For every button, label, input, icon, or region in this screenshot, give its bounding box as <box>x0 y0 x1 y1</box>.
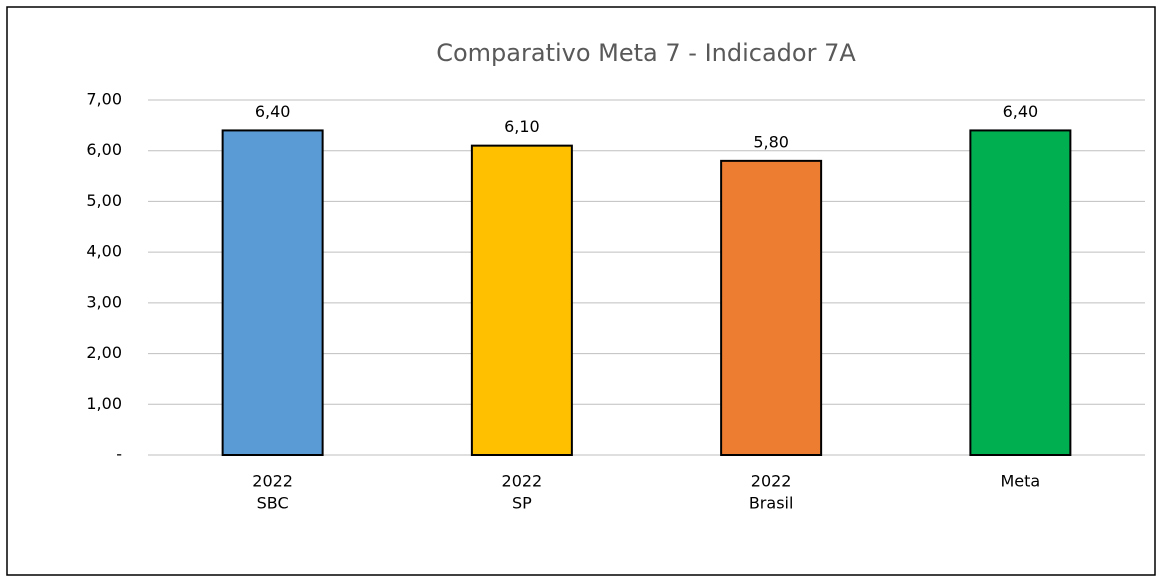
x-tick-label: Brasil <box>749 494 794 513</box>
x-tick-label: Meta <box>1001 472 1041 491</box>
y-tick-label: 7,00 <box>86 90 122 109</box>
y-tick-label: - <box>116 445 122 464</box>
bar <box>969 129 1072 457</box>
y-tick-label: 5,00 <box>86 191 122 210</box>
y-tick-label: 3,00 <box>86 292 122 311</box>
data-label: 6,40 <box>1003 102 1039 121</box>
data-label: 5,80 <box>753 132 789 151</box>
y-tick-label: 1,00 <box>86 394 122 413</box>
y-tick-label: 6,00 <box>86 140 122 159</box>
y-tick-label: 2,00 <box>86 343 122 362</box>
y-tick-label: 4,00 <box>86 242 122 261</box>
x-tick-label: SBC <box>257 494 289 513</box>
bar <box>221 129 324 457</box>
x-tick-label: SP <box>512 494 532 513</box>
bar <box>470 144 573 456</box>
chart-title: Comparativo Meta 7 - Indicador 7A <box>436 39 856 67</box>
x-tick-label: 2022 <box>252 472 293 491</box>
data-label: 6,10 <box>504 117 540 136</box>
x-tick-label: 2022 <box>502 472 543 491</box>
x-tick-label: 2022 <box>751 472 792 491</box>
data-label: 6,40 <box>255 102 291 121</box>
bar <box>720 159 823 456</box>
chart-frame <box>6 6 1156 576</box>
